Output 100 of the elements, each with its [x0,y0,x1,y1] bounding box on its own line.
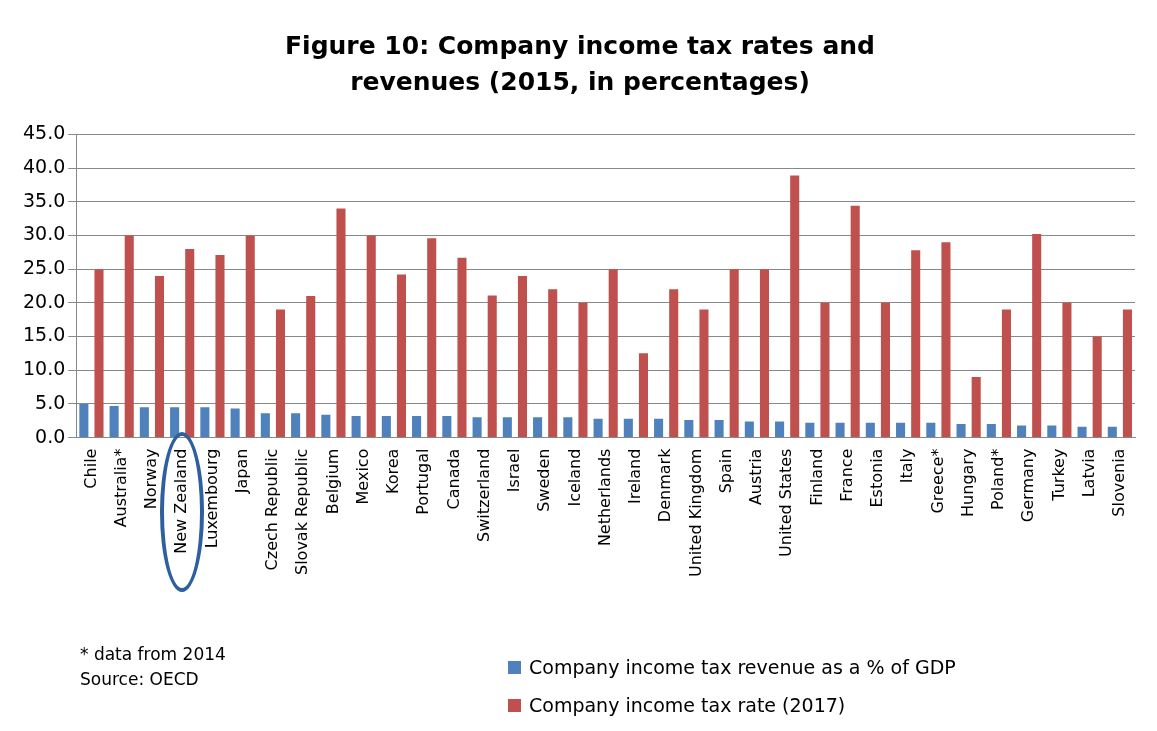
x-tick-label: Japan [231,448,251,495]
x-tick-label: Belgium [322,448,342,515]
y-tick-label: 15.0 [22,323,66,346]
x-tick-label: Denmark [655,447,675,523]
x-tick-label: Luxembourg [201,448,221,549]
bar [850,205,860,438]
bar [124,235,134,438]
bar [699,309,709,438]
legend-label: Company income tax rate (2017) [529,694,846,716]
bar [230,408,240,438]
bar [109,405,119,438]
bar [805,422,815,438]
bar [427,238,437,438]
y-tick-label: 45.0 [22,121,66,144]
bar [245,235,255,438]
y-tick-label: 25.0 [22,256,66,279]
x-tick-label: Sweden [534,448,554,512]
bar [472,417,482,438]
x-tick-label: Greece* [927,448,947,514]
y-tick-label: 0.0 [35,424,66,447]
bar [608,269,618,438]
bar [1032,234,1042,438]
bar [1092,336,1102,438]
x-tick-label: Korea [383,448,403,494]
bar [911,250,921,438]
bar [185,248,195,438]
x-tick-label: Ireland [625,448,645,504]
bar [775,421,785,438]
bar [412,416,422,438]
bar [759,269,769,438]
y-tick-label: 30.0 [22,222,66,245]
bar [139,407,149,438]
bar [260,413,270,438]
bar [442,416,452,438]
legend-label: Company income tax revenue as a % of GDP [529,656,956,678]
x-tick-label: Slovak Republic [292,448,312,575]
bar [396,274,407,438]
bar [487,295,497,438]
bar [457,257,467,438]
x-tick-label: Hungary [957,448,977,517]
bar [291,413,301,438]
x-tick-label: United Kingdom [685,448,705,577]
bar [896,422,906,438]
bar [729,269,739,438]
bar [638,353,648,438]
x-tick-label: Estonia [867,448,887,508]
x-tick-label: Finland [806,448,826,506]
bar [502,417,512,438]
bar [517,275,528,438]
bar [926,422,936,438]
x-tick-label: Switzerland [473,448,493,542]
x-tick-label: Poland* [988,448,1008,510]
x-tick-label: Chile [80,448,100,489]
bar [215,255,225,438]
bar [941,242,951,438]
bar [533,417,543,438]
bar [306,296,316,438]
bar [321,414,331,438]
bar [351,416,361,438]
bar [1001,309,1011,438]
bar [744,421,754,438]
bar [200,407,210,438]
bar [1077,426,1087,438]
text: * data from 2014 [80,643,226,666]
y-tick-label: 35.0 [22,188,66,211]
x-tick-label: Turkey [1048,448,1068,502]
bar [971,376,981,438]
x-tick-label: Austria [746,448,766,506]
x-tick-label: New Zealand [171,448,191,554]
bar [669,289,679,438]
bar [790,175,800,438]
bar [623,418,633,438]
bar [820,302,830,438]
x-tick-label: Latvia [1078,448,1098,498]
bar [563,417,573,438]
bar [880,302,890,438]
x-tick-label: Germany [1018,448,1038,523]
bar [1107,426,1117,438]
bar [366,235,376,438]
y-tick-label: 5.0 [35,390,66,413]
bar [956,424,966,438]
x-tick-label: Israel [504,448,524,493]
bar [654,418,664,438]
chart-title: Figure 10: Company income tax rates and revenues (2015, in percentages) [284,30,876,98]
bar [714,420,724,438]
bar [275,309,286,438]
x-tick-label: Australia* [110,448,130,528]
bar [336,208,346,438]
y-tick-label: 20.0 [22,289,66,312]
bar [94,269,104,438]
bar [578,302,588,438]
bar [79,403,89,438]
bar [154,275,165,438]
bar [684,420,694,438]
x-tick-label: Mexico [352,448,372,505]
x-tick-label: Canada [443,448,463,510]
x-tick-label: Norway [141,448,161,510]
source-note: Source: OECD [80,668,200,691]
x-tick-label: Italy [897,448,917,484]
bar [1047,425,1057,438]
